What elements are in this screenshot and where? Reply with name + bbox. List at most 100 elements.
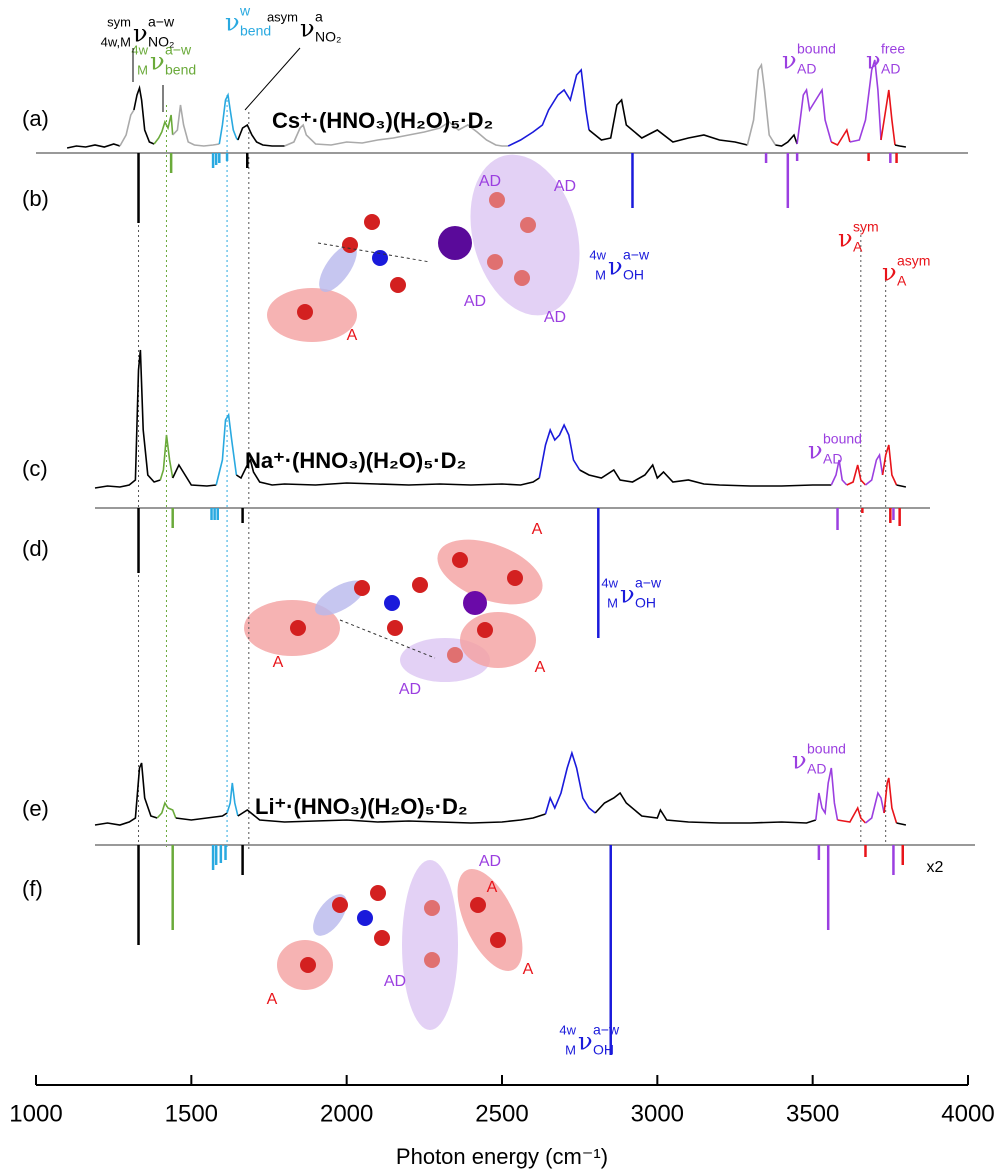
label-symbol: ν [150, 48, 165, 76]
label-sub: OH [593, 1042, 614, 1058]
label-sub: A [897, 273, 907, 289]
spectrum-line [830, 459, 848, 486]
label-sup: a−w [148, 14, 175, 30]
label-symbol: ν [866, 47, 881, 75]
label-sub: OH [635, 595, 656, 611]
atom [487, 254, 503, 270]
annotation: A [523, 961, 534, 978]
label-presub: M [607, 595, 618, 610]
spectrum-line [594, 791, 817, 824]
label-presup: 4w [601, 575, 618, 590]
atom [357, 910, 373, 926]
cation [463, 591, 487, 615]
atom [384, 595, 400, 611]
shade [315, 580, 365, 616]
x-tick-label: 4000 [941, 1100, 994, 1127]
panel-title: Cs⁺·(HNO₃)(H₂O)₅·D₂ [272, 108, 493, 133]
atom [447, 647, 463, 663]
spectrum-line [66, 143, 121, 149]
shade [437, 539, 543, 605]
shade [402, 860, 458, 1030]
atom [364, 214, 380, 230]
spectrum-line [815, 767, 839, 821]
label-symbol: ν [300, 15, 315, 43]
spectrum-line [837, 805, 867, 824]
label-sup: asym [897, 253, 930, 269]
annotation: A [532, 521, 543, 538]
atom [387, 620, 403, 636]
label-sub: AD [881, 61, 900, 77]
atom [390, 277, 406, 293]
label-symbol: ν [133, 20, 148, 48]
spectrum-line [171, 463, 217, 487]
spectrum-line [94, 349, 161, 489]
x-tick-label: 3500 [786, 1100, 839, 1127]
x-axis-label: Photon energy (cm⁻¹) [396, 1144, 608, 1169]
label-symbol: ν [808, 437, 823, 465]
atom [514, 270, 530, 286]
label-symbol: ν [882, 259, 897, 287]
plot: 1000 1500 2000 2500 3000 3500 4000 Photon energ… [9, 3, 994, 1169]
panel-title: Na⁺·(HNO₃)(H₂O)₅·D₂ [245, 448, 466, 473]
shade [457, 869, 523, 971]
atom [477, 622, 493, 638]
label-presup: 4w [589, 247, 606, 262]
panel-label: (c) [22, 456, 48, 481]
atom [424, 900, 440, 916]
spectrum-line [119, 109, 135, 147]
label-sub: NO₂ [315, 29, 341, 45]
atom [412, 577, 428, 593]
atom [300, 957, 316, 973]
spectrum-line [775, 133, 798, 147]
shade [313, 894, 347, 936]
annotation: A [535, 659, 546, 676]
label-sup: a [315, 9, 323, 25]
spectrum-line [796, 87, 833, 145]
spectrum-line [175, 812, 228, 821]
atom [490, 932, 506, 948]
arrow [317, 242, 431, 263]
panel-title: Li⁺·(HNO₃)(H₂O)₅·D₂ [255, 794, 468, 819]
pointer [244, 47, 301, 111]
label-sup: a−w [593, 1022, 620, 1038]
shade [460, 612, 536, 668]
x-tick-label: 1000 [9, 1100, 62, 1127]
spectrum-line [544, 750, 596, 815]
spectrum-line [133, 84, 155, 145]
label-sub: AD [807, 761, 826, 777]
panel-label: (e) [22, 796, 49, 821]
spectrum-line [883, 777, 898, 824]
label-presup: 4w [131, 42, 148, 57]
molecules [244, 154, 580, 1030]
label-sup: sym [853, 219, 879, 235]
atom [342, 237, 358, 253]
label-presup: sym [107, 14, 131, 29]
atom [372, 250, 388, 266]
label-symbol: ν [608, 253, 623, 281]
atom [470, 897, 486, 913]
spectrum-line [237, 809, 546, 824]
panel-label: (a) [22, 106, 49, 131]
annotation: A [267, 991, 278, 1008]
spectrum-line [226, 782, 239, 817]
annotation: A [273, 654, 284, 671]
atom [332, 897, 348, 913]
spectrum-line [159, 434, 174, 481]
label-sup: w [239, 3, 251, 19]
label-presub: M [137, 62, 148, 77]
spectrum-line [284, 121, 509, 147]
spectrum-line [237, 123, 285, 147]
x-tick-label: 1500 [165, 1100, 218, 1127]
label-sup: a−w [635, 575, 662, 591]
atom [370, 885, 386, 901]
cation [438, 226, 472, 260]
spectrum-line [94, 762, 158, 826]
label-sub: bend [240, 23, 271, 39]
label-symbol: ν [578, 1028, 593, 1056]
annotation: A [347, 327, 358, 344]
annotation: AD [399, 681, 421, 698]
label-sub: NO₂ [148, 34, 174, 50]
atom [374, 930, 390, 946]
annotation: AD [479, 173, 501, 190]
